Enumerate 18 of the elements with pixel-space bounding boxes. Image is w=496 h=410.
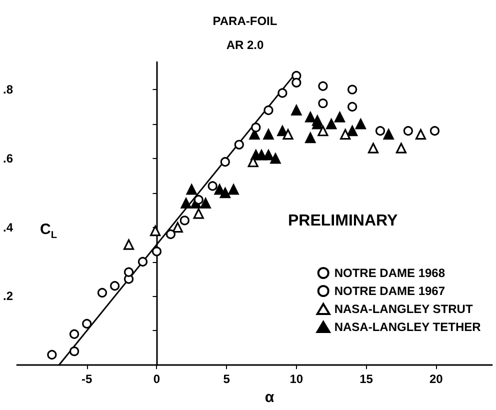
legend-label: NASA-LANGLEY TETHER (334, 320, 482, 334)
legend-label: NOTRE DAME 1968 (334, 266, 446, 280)
chart-subtitle: AR 2.0 (226, 38, 264, 52)
x-tick-label: 20 (429, 372, 444, 386)
y-tick-label: .8 (2, 82, 14, 97)
y-tick-label: .4 (2, 220, 14, 234)
y-tick-label: .2 (2, 289, 14, 304)
x-tick-label: -5 (82, 372, 93, 386)
x-tick-label: 10 (290, 372, 304, 386)
legend-label: NASA-LANGLEY STRUT (334, 302, 474, 316)
x-axis-title: α (264, 389, 275, 406)
chart-title: PARA-FOIL (212, 14, 278, 28)
x-tick-label: 15 (360, 372, 374, 386)
x-tick-label: 5 (223, 372, 230, 386)
x-tick-label: 0 (153, 372, 160, 386)
y-tick-label: .6 (2, 151, 14, 166)
annotation: PRELIMINARY (288, 212, 398, 230)
legend-label: NOTRE DAME 1967 (334, 284, 446, 298)
